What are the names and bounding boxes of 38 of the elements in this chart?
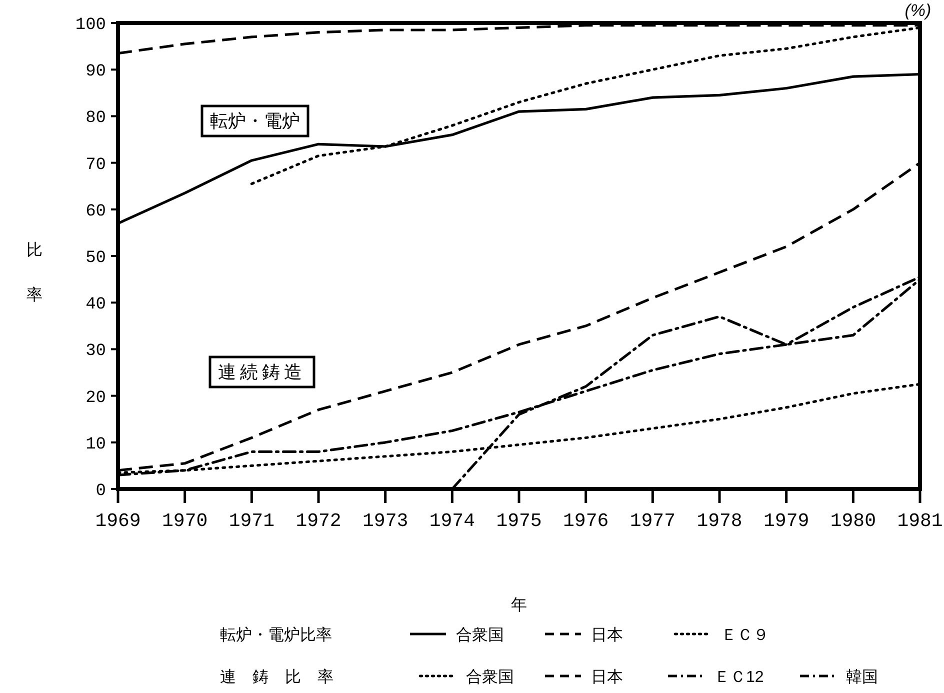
- text: (%): [904, 1, 932, 20]
- x-tick-label: 1973: [362, 510, 408, 532]
- legend-label: 韓国: [846, 668, 878, 686]
- legend-label: 合衆国: [466, 668, 514, 686]
- y-tick-label: 50: [86, 249, 106, 268]
- x-tick-label: 1976: [563, 510, 609, 532]
- x-tick-label: 1978: [696, 510, 742, 532]
- legend-label: ＥＣ９: [721, 627, 769, 644]
- x-tick-label: 1971: [228, 510, 274, 532]
- text: 連 鋳 比 率: [220, 668, 340, 686]
- y-axis-title: 比率: [26, 228, 42, 316]
- x-tick-label: 1981: [897, 510, 943, 532]
- y-tick-label: 100: [75, 16, 106, 35]
- y-tick-label: 10: [86, 435, 106, 454]
- x-tick-label: 1977: [630, 510, 676, 532]
- y-tick-label: 20: [86, 388, 106, 408]
- y-tick-label: 90: [86, 62, 106, 82]
- y-tick-label: 30: [86, 342, 106, 362]
- annotation: 連続鋳造: [218, 362, 306, 382]
- text: 転炉・電炉比率: [220, 626, 332, 644]
- x-tick-label: 1979: [764, 510, 810, 532]
- y-tick-label: 0: [96, 482, 106, 501]
- y-tick-label: 70: [86, 156, 106, 175]
- y-tick-label: 80: [86, 109, 106, 128]
- annotation: 転炉・電炉: [210, 111, 300, 131]
- x-tick-label: 1974: [429, 510, 475, 532]
- x-tick-label: 1980: [830, 510, 876, 532]
- x-tick-label: 1969: [95, 510, 141, 532]
- legend-label: 合衆国: [456, 626, 504, 644]
- legend-label: ＥＣ12: [714, 669, 764, 686]
- y-tick-label: 40: [86, 296, 106, 315]
- x-tick-label: 1970: [162, 510, 208, 532]
- y-tick-label: 60: [86, 202, 106, 222]
- x-tick-label: 1972: [296, 510, 342, 532]
- x-tick-label: 1975: [496, 510, 542, 532]
- x-axis-title: 年: [511, 597, 527, 614]
- legend-label: 日本: [591, 626, 623, 644]
- legend-label: 日本: [591, 668, 623, 686]
